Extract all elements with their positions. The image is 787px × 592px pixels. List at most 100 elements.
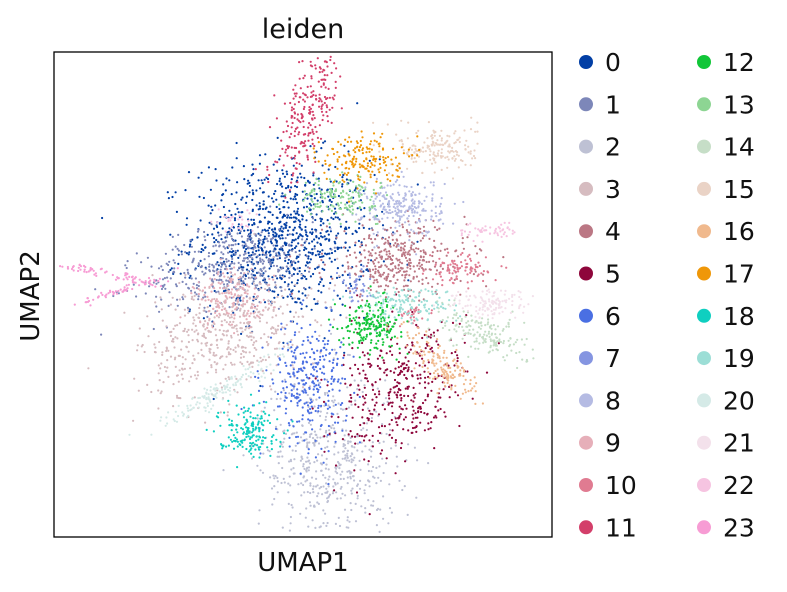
data-point: [146, 315, 149, 318]
data-point: [397, 244, 400, 247]
data-point: [155, 295, 158, 298]
data-point: [465, 321, 468, 324]
data-point: [323, 337, 326, 340]
data-point: [314, 485, 318, 488]
data-point: [334, 403, 337, 406]
data-point: [369, 332, 373, 335]
data-point: [469, 379, 472, 382]
data-point: [347, 197, 350, 200]
data-point: [381, 316, 385, 319]
data-point: [289, 255, 292, 258]
data-point: [313, 197, 316, 200]
data-point: [397, 388, 400, 391]
data-point: [469, 128, 473, 131]
data-point: [406, 230, 409, 234]
data-point: [297, 100, 300, 104]
data-point: [311, 519, 314, 522]
data-point: [320, 235, 323, 238]
data-point: [282, 441, 285, 444]
data-point: [154, 301, 157, 304]
data-point: [451, 177, 455, 180]
data-point: [326, 407, 329, 410]
series-16-points: [385, 321, 484, 405]
data-point: [313, 443, 316, 446]
data-point: [228, 227, 231, 230]
data-point: [431, 285, 434, 288]
data-point: [418, 262, 421, 265]
data-point: [212, 397, 215, 401]
data-point: [333, 94, 336, 97]
data-point: [397, 290, 400, 294]
data-point: [476, 130, 479, 133]
data-point: [287, 251, 290, 254]
data-point: [259, 301, 262, 304]
data-point: [362, 439, 366, 442]
data-point: [469, 257, 472, 260]
data-point: [404, 221, 407, 224]
data-point: [332, 413, 335, 416]
data-point: [303, 383, 306, 386]
data-point: [197, 263, 200, 266]
data-point: [199, 321, 202, 324]
data-point: [384, 208, 387, 211]
data-point: [126, 260, 129, 263]
data-point: [175, 285, 178, 288]
data-point: [394, 472, 397, 475]
data-point: [439, 275, 442, 278]
data-point: [299, 399, 302, 402]
data-point: [238, 254, 241, 257]
data-point: [273, 485, 276, 488]
data-point: [383, 361, 386, 364]
data-point: [311, 130, 314, 133]
data-point: [463, 369, 466, 372]
data-point: [337, 232, 340, 235]
data-point: [270, 327, 273, 330]
data-point: [351, 208, 355, 211]
data-point: [450, 277, 453, 280]
data-point: [217, 281, 220, 284]
data-point: [253, 292, 256, 296]
data-point: [157, 364, 160, 367]
data-point: [259, 287, 262, 290]
data-point: [387, 285, 390, 288]
data-point: [429, 336, 432, 339]
data-point: [269, 261, 272, 264]
data-point: [369, 270, 372, 273]
data-point: [361, 416, 364, 419]
data-point: [394, 242, 397, 245]
data-point: [394, 265, 397, 268]
data-point: [299, 512, 302, 515]
data-point: [271, 503, 274, 506]
data-point: [413, 200, 416, 203]
data-point: [329, 193, 332, 196]
data-point: [230, 247, 233, 250]
data-point: [320, 291, 323, 294]
data-point: [270, 222, 274, 225]
data-point: [224, 236, 227, 239]
data-point: [327, 483, 330, 486]
data-point: [262, 240, 265, 243]
data-point: [456, 151, 459, 154]
data-point: [427, 121, 430, 124]
data-point: [349, 430, 352, 433]
data-point: [308, 270, 311, 273]
data-point: [361, 450, 364, 453]
data-point: [164, 287, 167, 290]
data-point: [320, 404, 323, 407]
data-point: [174, 191, 177, 194]
data-point: [222, 313, 225, 316]
data-point: [314, 218, 317, 222]
data-point: [384, 284, 388, 287]
data-point: [365, 377, 368, 380]
data-point: [311, 221, 314, 224]
data-point: [377, 321, 380, 324]
data-point: [216, 362, 219, 365]
data-point: [307, 452, 310, 455]
data-point: [226, 414, 229, 417]
data-point: [400, 138, 403, 142]
data-point: [421, 237, 424, 240]
data-point: [349, 436, 352, 439]
data-point: [308, 286, 311, 289]
data-point: [351, 416, 354, 419]
data-point: [412, 277, 415, 280]
